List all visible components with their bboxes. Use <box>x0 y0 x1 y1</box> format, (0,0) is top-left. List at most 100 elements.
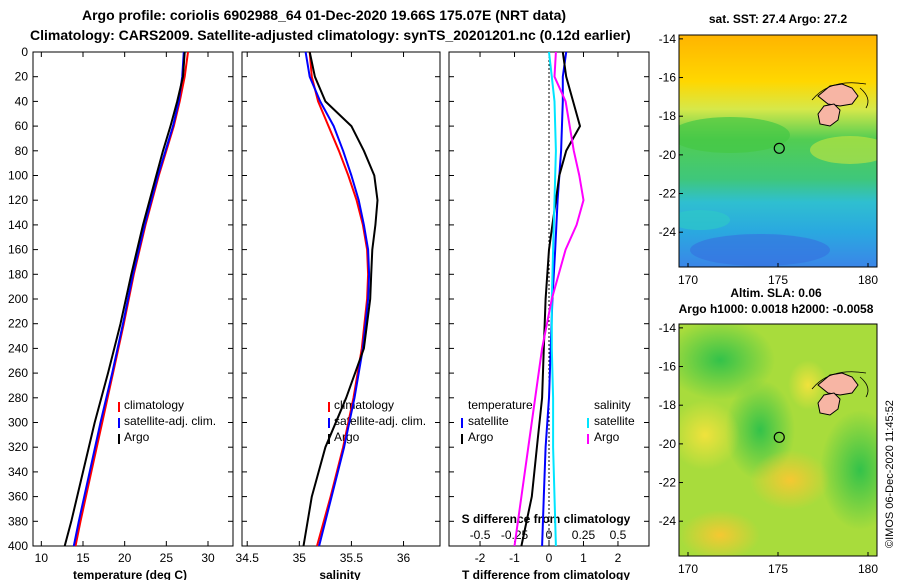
series-salinity-argo <box>513 51 585 547</box>
sst-map-ticks: 170 175 180 -14 -16 -18 -20 -22 -24 <box>659 32 879 287</box>
x-tick-label: -1 <box>509 551 520 565</box>
map-y-tick-label: -14 <box>659 321 677 335</box>
map-y-tick-label: -22 <box>659 187 677 201</box>
map-y-tick-label: -16 <box>659 71 677 85</box>
depth-tick-label: 100 <box>8 169 28 183</box>
legend-climatology-label: climatology <box>124 398 184 412</box>
series-argo <box>302 51 379 547</box>
depth-tick-label: 0 <box>21 45 28 59</box>
sst-map-title: sat. SST: 27.4 Argo: 27.2 <box>709 12 848 26</box>
sst-yellow-patch <box>810 136 877 164</box>
series-satellite-adj-clim- <box>72 51 185 547</box>
s-tick-label: 0.25 <box>572 528 596 542</box>
sst-blue-patch <box>690 234 830 266</box>
sla-map-title-1: Altim. SLA: 0.06 <box>730 286 822 300</box>
salinity-xlabel: salinity <box>319 568 361 580</box>
temperature-legend: climatology satellite-adj. clim. Argo <box>118 398 216 444</box>
s-tick-label: 0.5 <box>610 528 627 542</box>
legend-temp-satellite-label: satellite <box>468 414 509 428</box>
map-y-tick-label: -16 <box>659 360 677 374</box>
legend-salinity-title: salinity <box>594 398 631 412</box>
argo-position-marker <box>773 142 785 154</box>
x-tick-label: 20 <box>118 551 132 565</box>
x-tick-label: 25 <box>160 551 174 565</box>
x-tick-label: 15 <box>76 551 90 565</box>
depth-tick-label: 180 <box>8 267 28 281</box>
legend-sal-satellite-label: satellite <box>594 414 635 428</box>
depth-tick-label: 80 <box>15 144 29 158</box>
title-line-2: Climatology: CARS2009. Satellite-adjuste… <box>30 27 631 43</box>
depth-tick-label: 140 <box>8 218 28 232</box>
depth-tick-label: 60 <box>15 119 29 133</box>
map-y-tick-label: -18 <box>659 398 677 412</box>
sla-yellow-blob-2 <box>750 450 830 510</box>
temperature-axes-frame <box>32 51 234 547</box>
depth-tick-label: 220 <box>8 317 28 331</box>
x-tick-label: 10 <box>35 551 49 565</box>
sla-yellow-blob-4 <box>788 360 828 410</box>
depth-tick-label: 300 <box>8 416 28 430</box>
sla-map: Altim. SLA: 0.06 Argo h1000: 0.0018 h200… <box>659 286 879 576</box>
depth-tick-label: 20 <box>15 70 29 84</box>
map-x-tick-label: 175 <box>768 273 788 287</box>
series-argo <box>63 51 186 547</box>
map-x-tick-label: 170 <box>678 273 698 287</box>
sst-map-field <box>679 35 877 267</box>
title-line-1: Argo profile: coriolis 6902988_64 01-Dec… <box>82 7 566 23</box>
salinity-axes-frame <box>241 51 441 547</box>
salinity-panel: salinity climatology satellite-adj. clim… <box>236 51 441 580</box>
depth-tick-label: 40 <box>15 94 29 108</box>
series-satellite-adj-clim- <box>304 51 371 547</box>
map-y-tick-label: -20 <box>659 148 677 162</box>
map-y-tick-label: -14 <box>659 32 677 46</box>
depth-tick-label: 280 <box>8 391 28 405</box>
reef-outline <box>811 82 869 109</box>
sst-map: sat. SST: 27.4 Argo: 27.2 170 175 180 -14 -1… <box>659 12 879 287</box>
map-y-tick-label: -24 <box>659 514 677 528</box>
difference-legend-temperature: temperature satellite Argo <box>461 398 533 444</box>
sla-map-field <box>679 324 877 556</box>
x-tick-label: 34.5 <box>236 551 260 565</box>
series-temperature-argo <box>520 51 581 547</box>
map-y-tick-label: -24 <box>659 225 677 239</box>
x-tick-label: 1 <box>580 551 587 565</box>
argo-position-marker <box>773 431 785 443</box>
depth-tick-label: 260 <box>8 366 28 380</box>
series-salinity-satellite <box>548 51 557 547</box>
s-tick-label: -0.5 <box>470 528 491 542</box>
temperature-panel: temperature (deg C) climatology satellit… <box>32 51 234 580</box>
depth-tick-label: 200 <box>8 292 28 306</box>
fiji-island-viti-levu <box>817 392 841 416</box>
fiji-island-viti-levu <box>817 103 841 127</box>
salinity-difference-xlabel: S difference from climatology <box>462 512 631 526</box>
map-x-tick-label: 175 <box>768 562 788 576</box>
difference-panel: T difference from climatology S differen… <box>448 51 650 580</box>
x-tick-label: 35.5 <box>340 551 364 565</box>
imos-credit: ©IMOS 06-Dec-2020 11:45:52 <box>884 400 896 548</box>
difference-legend-salinity: salinity satellite Argo <box>587 398 635 444</box>
map-y-tick-label: -22 <box>659 476 677 490</box>
depth-tick-label: 120 <box>8 193 28 207</box>
sst-green-patch <box>679 117 790 153</box>
map-x-tick-label: 180 <box>858 273 878 287</box>
sla-map-title-2: Argo h1000: 0.0018 h2000: -0.0058 <box>679 302 874 316</box>
legend-temp-argo-label: Argo <box>468 430 494 444</box>
sst-cyan-patch <box>679 210 730 230</box>
x-tick-label: 35 <box>293 551 307 565</box>
temperature-xlabel: temperature (deg C) <box>73 568 187 580</box>
legend-argo-label: Argo <box>124 430 150 444</box>
x-tick-label: 30 <box>201 551 215 565</box>
reef-outline <box>811 371 869 398</box>
map-x-tick-label: 180 <box>858 562 878 576</box>
x-tick-label: 2 <box>615 551 622 565</box>
depth-tick-label: 160 <box>8 243 28 257</box>
difference-xlabel: T difference from climatology <box>462 568 630 580</box>
depth-tick-label: 380 <box>8 514 28 528</box>
map-x-tick-label: 170 <box>678 562 698 576</box>
sla-yellow-blob-1 <box>679 400 740 470</box>
legend-temperature-title: temperature <box>468 398 533 412</box>
depth-tick-label: 240 <box>8 341 28 355</box>
difference-axes-frame <box>448 51 650 547</box>
map-y-tick-label: -20 <box>659 437 677 451</box>
x-tick-label: 36 <box>397 551 411 565</box>
